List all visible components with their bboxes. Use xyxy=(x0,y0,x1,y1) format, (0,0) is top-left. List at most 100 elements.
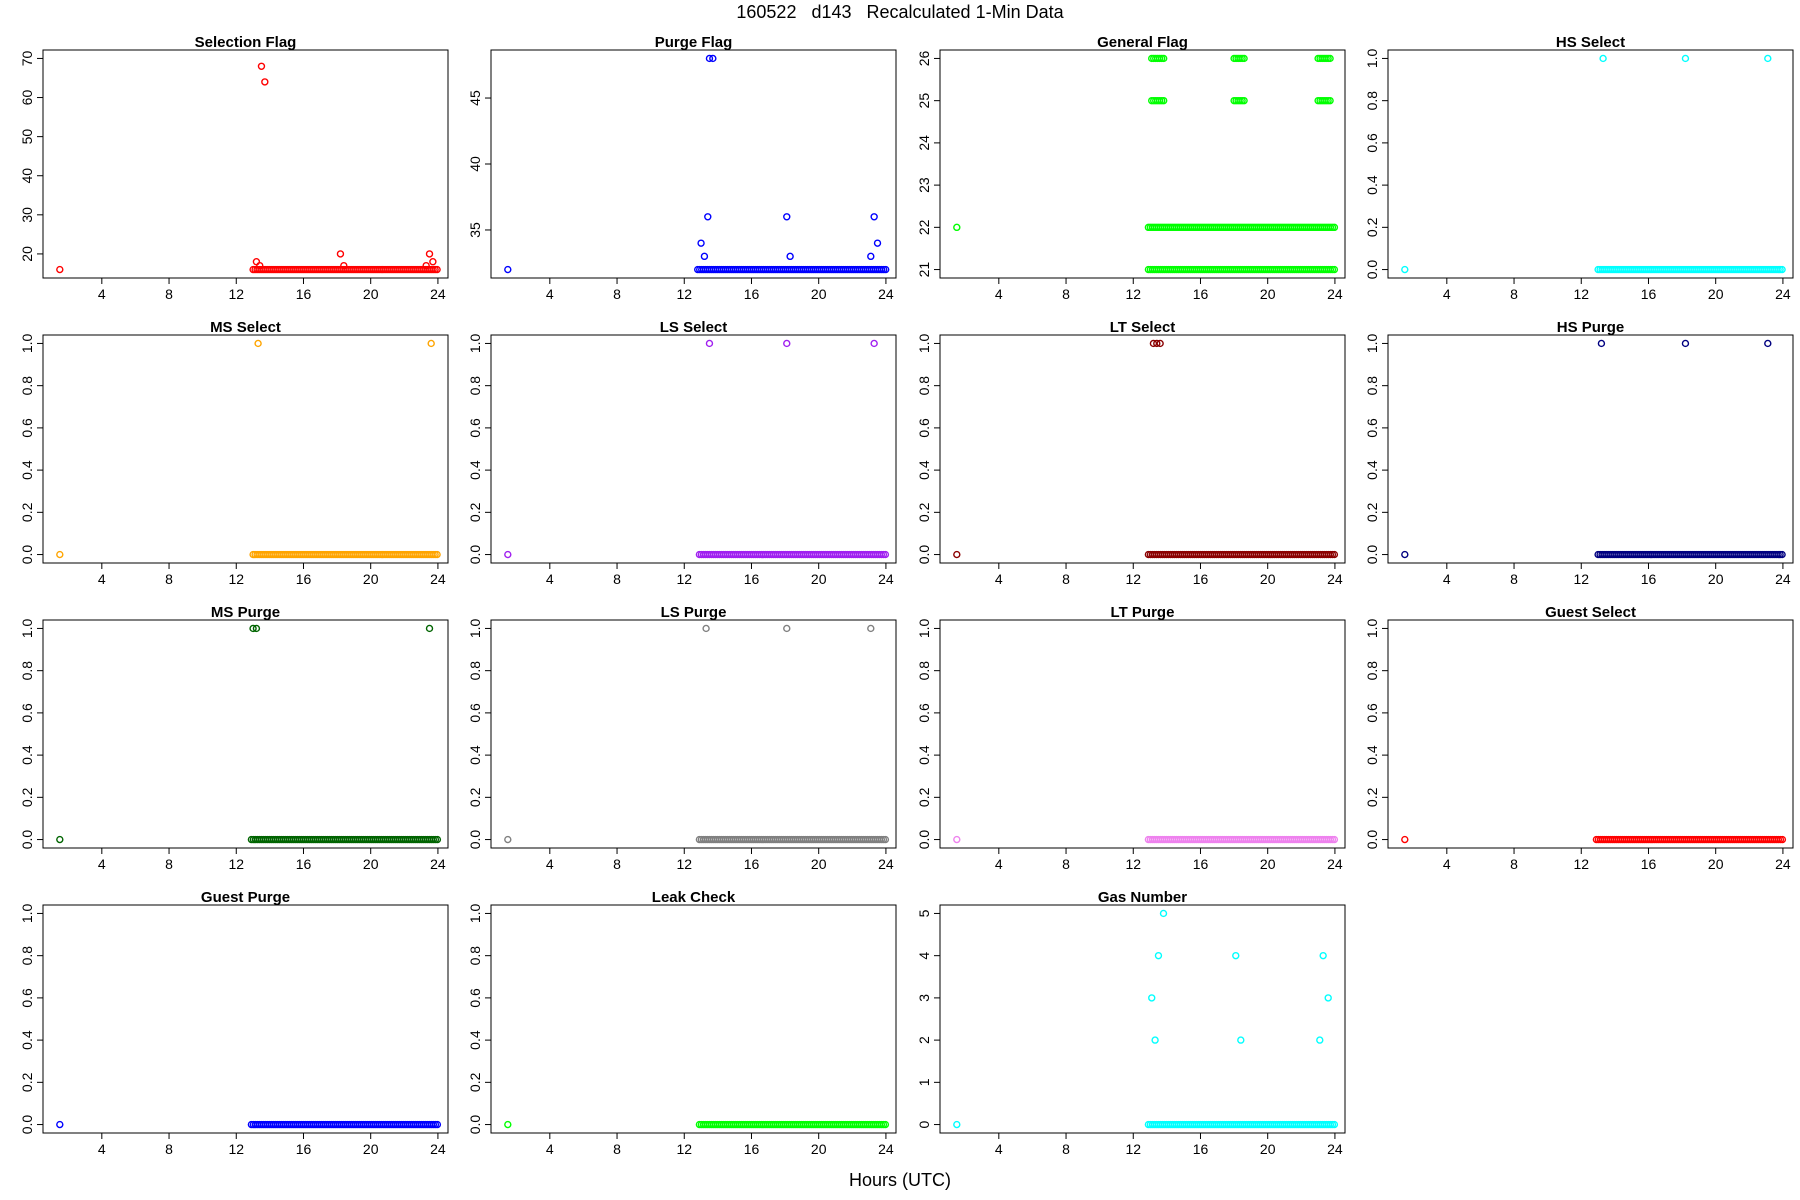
x-tick-label: 4 xyxy=(98,1141,106,1157)
x-tick-label: 20 xyxy=(363,1141,379,1157)
x-tick-label: 4 xyxy=(98,571,106,587)
panel-frame xyxy=(939,619,1346,849)
data-point xyxy=(1401,835,1409,844)
panel-title: LT Select xyxy=(1110,319,1176,336)
data-point xyxy=(1326,96,1334,105)
x-tick-label: 24 xyxy=(1327,1141,1343,1157)
data-point xyxy=(1326,54,1334,63)
x-tick-label: 24 xyxy=(430,856,446,872)
data-point xyxy=(1330,1120,1339,1129)
y-tick-label: 5 xyxy=(916,909,932,917)
panel: HS Select 4 8 12 16 20 24 0.0 0.2 0.4 0.6 0.8 1.0 xyxy=(1364,34,1794,302)
panel: Guest Purge 4 8 12 16 20 24 0.0 0.2 0.4 0.6 0.8 1.0 xyxy=(19,889,449,1157)
data-point xyxy=(1156,339,1164,348)
y-tick-label: 50 xyxy=(19,129,35,145)
x-tick-label: 24 xyxy=(1327,571,1343,587)
x-tick-label: 16 xyxy=(744,571,760,587)
x-tick-label: 8 xyxy=(1510,286,1518,302)
data-point xyxy=(881,550,890,559)
x-tick-label: 12 xyxy=(228,286,244,302)
data-point xyxy=(56,550,64,559)
x-tick-label: 12 xyxy=(1125,1141,1141,1157)
y-tick-label: 0.6 xyxy=(467,988,483,1008)
y-tick-label: 0.2 xyxy=(916,502,932,522)
data-point xyxy=(705,54,714,63)
y-tick-label: 24 xyxy=(916,135,932,151)
x-tick-label: 24 xyxy=(878,286,894,302)
y-tick-label: 0.4 xyxy=(1364,175,1380,195)
panel-title: Selection Flag xyxy=(195,34,297,51)
y-tick-label: 1.0 xyxy=(467,334,483,354)
x-tick-label: 12 xyxy=(1125,286,1141,302)
x-tick-label: 8 xyxy=(165,856,173,872)
x-tick-label: 16 xyxy=(1193,571,1209,587)
data-point xyxy=(953,1120,961,1129)
y-tick-label: 25 xyxy=(916,93,932,109)
y-tick-label: 0.8 xyxy=(19,661,35,681)
data-point xyxy=(783,213,791,221)
x-tick-label: 12 xyxy=(228,571,244,587)
data-point xyxy=(783,339,791,348)
data-point xyxy=(429,258,437,266)
data-point xyxy=(340,261,348,270)
panel-frame xyxy=(490,904,897,1134)
x-tick-label: 4 xyxy=(98,856,106,872)
panel-title: Gas Number xyxy=(1098,889,1187,906)
x-tick-label: 4 xyxy=(1443,856,1451,872)
y-tick-label: 1.0 xyxy=(19,334,35,354)
y-tick-label: 22 xyxy=(916,219,932,235)
y-tick-label: 35 xyxy=(467,222,483,238)
panel-frame xyxy=(1387,334,1794,564)
panel-title: HS Purge xyxy=(1557,319,1625,336)
x-tick-label: 12 xyxy=(228,856,244,872)
y-tick-label: 0.2 xyxy=(1364,787,1380,807)
panel: Leak Check 4 8 12 16 20 24 0.0 0.2 0.4 0.6 0.8 1.0 xyxy=(467,889,897,1157)
y-tick-label: 0.8 xyxy=(467,946,483,966)
y-tick-label: 0.0 xyxy=(467,830,483,850)
y-tick-label: 0.2 xyxy=(19,502,35,522)
x-tick-label: 16 xyxy=(296,856,312,872)
x-tick-label: 8 xyxy=(1062,286,1070,302)
data-point xyxy=(1159,54,1168,63)
data-point xyxy=(1764,54,1772,63)
data-point xyxy=(704,213,712,221)
x-tick-label: 4 xyxy=(995,286,1003,302)
x-tick-label: 24 xyxy=(430,286,446,302)
x-tick-label: 8 xyxy=(1062,571,1070,587)
y-tick-label: 0.4 xyxy=(1364,745,1380,765)
x-tick-label: 20 xyxy=(811,1141,827,1157)
panel: General Flag 4 8 12 16 20 24 21 22 23 24 25 26 xyxy=(916,34,1346,302)
x-tick-label: 24 xyxy=(1775,571,1791,587)
x-tick-label: 8 xyxy=(613,856,621,872)
x-tick-label: 24 xyxy=(878,571,894,587)
x-tick-label: 20 xyxy=(1260,856,1276,872)
panel-title: Guest Select xyxy=(1545,604,1636,621)
y-tick-label: 0.0 xyxy=(916,830,932,850)
x-tick-label: 24 xyxy=(430,1141,446,1157)
data-point xyxy=(1316,1036,1324,1044)
data-point xyxy=(1681,339,1690,348)
y-tick-label: 0.8 xyxy=(19,376,35,396)
y-tick-label: 0.6 xyxy=(1364,703,1380,723)
data-point xyxy=(1148,994,1156,1002)
data-point xyxy=(953,835,961,844)
y-tick-label: 0.0 xyxy=(19,830,35,850)
panel-frame xyxy=(42,334,449,564)
y-tick-label: 0.8 xyxy=(916,376,932,396)
y-tick-label: 1.0 xyxy=(916,334,932,354)
y-tick-label: 40 xyxy=(467,156,483,172)
data-point xyxy=(425,250,434,258)
y-tick-label: 0.0 xyxy=(467,1115,483,1135)
data-point xyxy=(252,258,261,266)
main-title: 160522 d143 Recalculated 1-Min Data xyxy=(736,2,1064,22)
data-point xyxy=(1319,951,1327,960)
data-point xyxy=(1149,339,1158,348)
x-tick-label: 16 xyxy=(744,856,760,872)
y-tick-label: 60 xyxy=(19,90,35,106)
x-tick-label: 20 xyxy=(1708,856,1724,872)
data-point xyxy=(256,261,264,270)
data-point xyxy=(1681,54,1690,63)
y-tick-label: 3 xyxy=(916,994,932,1002)
y-tick-label: 0.0 xyxy=(19,545,35,565)
panel: LT Purge 4 8 12 16 20 24 0.0 0.2 0.4 0.6 0.8 1.0 xyxy=(916,604,1346,872)
